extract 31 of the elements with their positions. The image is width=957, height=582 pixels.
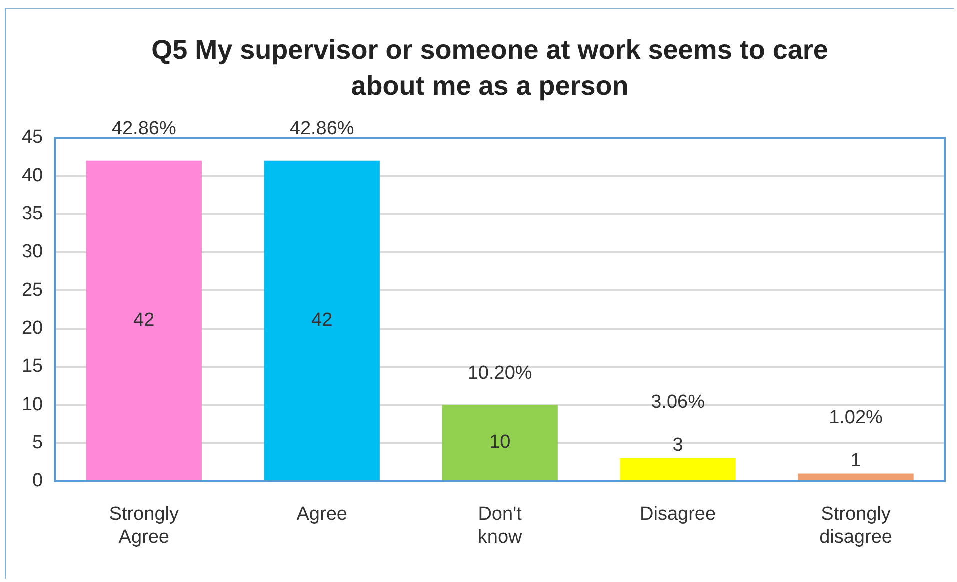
bar	[620, 458, 736, 480]
y-tick-label: 45	[22, 127, 44, 148]
annotation: 10.20%	[468, 362, 532, 384]
y-tick-label: 15	[22, 356, 44, 378]
y-tick-label: 25	[22, 280, 44, 301]
y-tick-label: 0	[32, 470, 44, 492]
annotation: 3.06%	[651, 392, 706, 414]
data-label: 42	[312, 310, 333, 331]
x-tick-label: Strongly disagree	[820, 504, 892, 548]
data-label: 10	[489, 432, 511, 453]
annotation: 42.86%	[290, 118, 354, 140]
data-label: 1	[850, 450, 862, 472]
y-tick-label: 35	[22, 204, 44, 225]
x-tick-label: Don't know	[478, 504, 523, 548]
annotation: 42.86%	[112, 118, 176, 140]
y-tick-label: 30	[22, 242, 44, 263]
chart-title: Q5 My supervisor or someone at work seems to care about me as a person	[150, 34, 830, 103]
x-tick-label: Agree	[296, 504, 348, 526]
x-tick-label: Strongly Agree	[109, 504, 180, 548]
x-tick-label: Disagree	[640, 504, 716, 526]
bar	[442, 405, 558, 480]
data-label: 42	[134, 310, 155, 331]
bar	[798, 474, 914, 480]
bar	[264, 160, 380, 480]
y-tick-label: 10	[22, 394, 44, 416]
y-tick-label: 5	[32, 432, 44, 454]
data-label: 3	[672, 435, 684, 456]
annotation: 1.02%	[829, 408, 884, 429]
bar	[86, 160, 202, 480]
y-tick-label: 40	[22, 165, 44, 186]
y-tick-label: 20	[22, 318, 44, 340]
